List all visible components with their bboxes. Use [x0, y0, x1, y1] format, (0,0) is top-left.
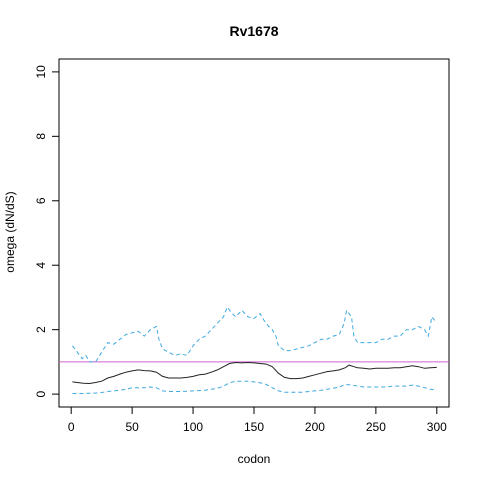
x-tick-label: 150: [244, 420, 264, 434]
y-tick-label: 8: [34, 133, 48, 140]
series-line-upper: [72, 306, 438, 363]
y-tick-label: 2: [34, 326, 48, 333]
series-line-estimate: [72, 361, 437, 385]
chart-title: Rv1678: [229, 23, 278, 39]
y-tick-label: 6: [34, 197, 48, 204]
plot-frame: [58, 58, 450, 408]
y-axis-label: omega (dN/dS): [3, 191, 17, 272]
y-tick-label: 4: [34, 262, 48, 269]
y-tick-label: 10: [34, 65, 48, 79]
series-line-lower: [72, 380, 437, 394]
x-tick-label: 300: [427, 420, 447, 434]
x-tick-label: 0: [68, 420, 75, 434]
plot-area: 0 50 100 150 200 250 300 0 2 4 6 8 10: [34, 58, 450, 434]
x-tick-label: 100: [183, 420, 203, 434]
x-tick-label: 200: [305, 420, 325, 434]
x-axis-label: codon: [238, 452, 271, 466]
x-tick-label: 250: [366, 420, 386, 434]
y-tick-label: 0: [34, 390, 48, 397]
x-tick-label: 50: [125, 420, 139, 434]
